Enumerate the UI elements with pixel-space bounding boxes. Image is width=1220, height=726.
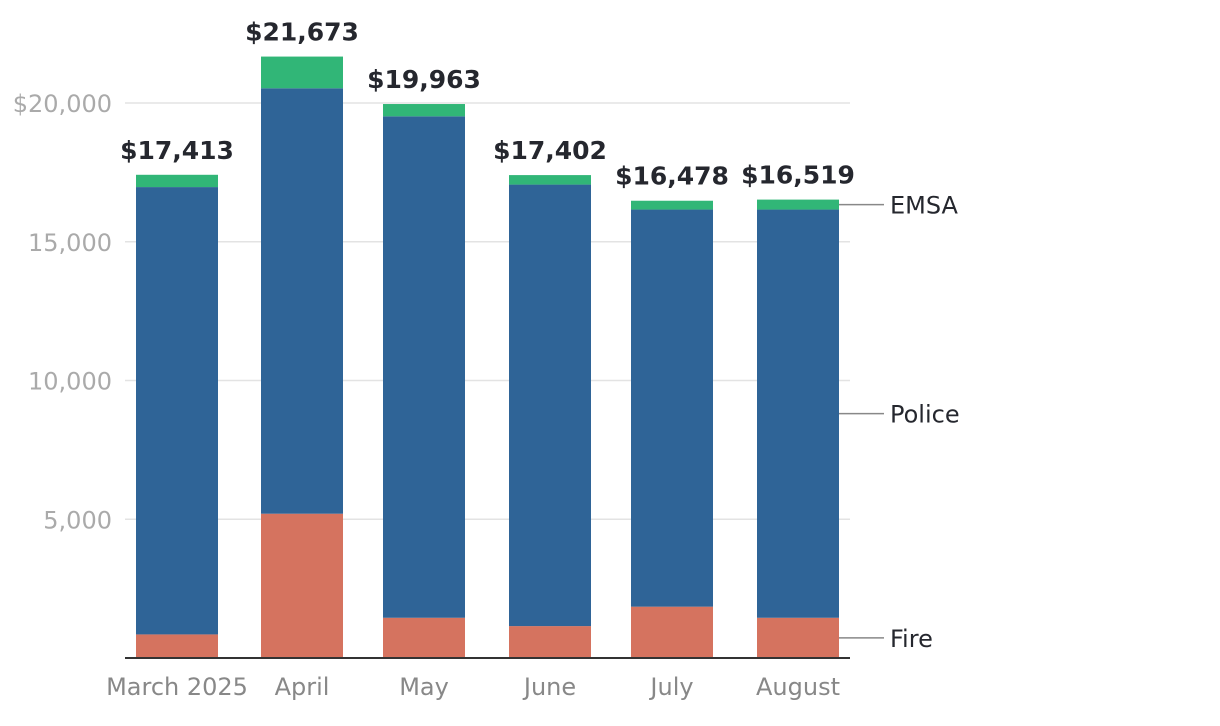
x-tick-label-april: April xyxy=(275,673,330,701)
bar-police-may xyxy=(383,116,465,618)
bar-police-march-2025 xyxy=(136,187,218,635)
labels: 5,000 10,000 15,000 $20,000 $17,413 March 202… xyxy=(13,18,855,701)
x-tick-label-july: July xyxy=(648,673,693,701)
y-tick-label: 5,000 xyxy=(43,506,112,534)
bar-police-june xyxy=(509,184,591,627)
bar-police-april xyxy=(261,88,343,514)
bar-police-july xyxy=(631,209,713,607)
bar-emsa-june xyxy=(509,175,591,185)
bar-emsa-july xyxy=(631,200,713,210)
total-label-may: $19,963 xyxy=(367,65,481,94)
total-label-august: $16,519 xyxy=(741,161,855,190)
bar-emsa-may xyxy=(383,104,465,117)
y-tick-label: $20,000 xyxy=(13,90,112,118)
bar-emsa-august xyxy=(757,199,839,210)
bar-fire-march-2025 xyxy=(136,634,218,658)
bar-fire-may xyxy=(383,617,465,658)
total-label-july: $16,478 xyxy=(615,162,729,191)
bar-fire-july xyxy=(631,606,713,658)
gridlines xyxy=(125,102,850,520)
x-tick-label-march-2025: March 2025 xyxy=(106,673,248,701)
legend-label-police: Police xyxy=(890,401,960,429)
bar-fire-august xyxy=(757,617,839,658)
bar-fire-june xyxy=(509,626,591,658)
bar-police-august xyxy=(757,209,839,618)
bars xyxy=(136,56,839,658)
legend-label-fire: Fire xyxy=(890,625,933,653)
total-label-april: $21,673 xyxy=(245,18,359,47)
bar-fire-april xyxy=(261,513,343,658)
x-tick-label-may: May xyxy=(399,673,449,701)
legend: Fire Police EMSA xyxy=(839,192,960,653)
x-tick-label-august: August xyxy=(756,673,840,701)
legend-label-emsa: EMSA xyxy=(890,192,959,220)
y-tick-label: 15,000 xyxy=(28,229,112,257)
x-tick-label-june: June xyxy=(522,673,576,701)
bar-emsa-march-2025 xyxy=(136,174,218,188)
y-tick-label: 10,000 xyxy=(28,368,112,396)
total-label-march-2025: $17,413 xyxy=(120,136,234,165)
bar-emsa-april xyxy=(261,56,343,89)
total-label-june: $17,402 xyxy=(493,136,607,165)
